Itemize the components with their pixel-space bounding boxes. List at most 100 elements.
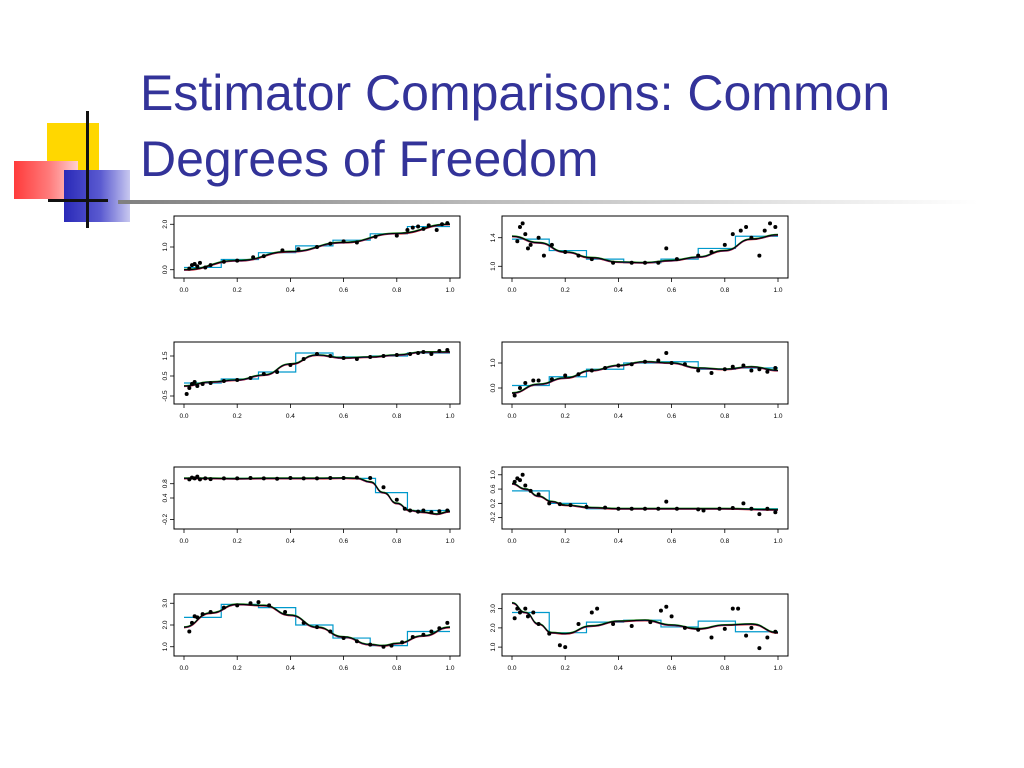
- data-point: [568, 503, 573, 508]
- data-point: [528, 242, 533, 247]
- data-point: [523, 232, 528, 237]
- data-point: [722, 242, 727, 247]
- plot-frame: [501, 341, 789, 405]
- data-point: [523, 381, 528, 385]
- data-point: [341, 356, 346, 360]
- y-tick-label: -0.2: [490, 512, 497, 524]
- data-point: [722, 367, 727, 372]
- data-point: [341, 636, 346, 641]
- data-point: [368, 476, 373, 480]
- data-point: [664, 499, 669, 504]
- y-tick-label: 1.0: [490, 642, 497, 651]
- y-tick-label: 0.2: [490, 498, 497, 507]
- x-tick-label: 1.0: [445, 538, 454, 545]
- data-point: [563, 645, 568, 650]
- x-tick-label: 0.0: [179, 413, 188, 420]
- data-point: [421, 350, 426, 354]
- data-point: [184, 392, 189, 396]
- data-point: [531, 610, 536, 615]
- data-point: [208, 263, 213, 268]
- y-tick-label: 3.0: [162, 598, 169, 607]
- data-point: [301, 476, 306, 481]
- data-point: [576, 372, 581, 377]
- x-tick-label: 0.0: [179, 538, 188, 545]
- decor-vertical-line: [86, 111, 89, 228]
- x-tick-label: 0.6: [339, 413, 348, 420]
- slide-title-line-2: Degrees of Freedom: [140, 131, 599, 187]
- data-point: [549, 242, 554, 247]
- data-point: [408, 508, 413, 513]
- data-point: [400, 640, 405, 645]
- data-point: [328, 354, 333, 358]
- x-tick-label: 0.2: [561, 413, 570, 420]
- chart-panel-5: 0.0 0.2 0.4 0.6 0.8 1.0 -0.2 0.4 0.8: [162, 466, 461, 545]
- data-point: [589, 368, 594, 373]
- data-point: [445, 508, 450, 513]
- plot-frame: [173, 341, 461, 405]
- data-point: [669, 614, 674, 619]
- x-tick-label: 0.0: [507, 287, 516, 294]
- data-point: [557, 502, 562, 507]
- estimate-blue-curve: [511, 234, 779, 264]
- data-point: [426, 223, 431, 228]
- data-point: [315, 245, 319, 249]
- data-point: [416, 351, 421, 355]
- data-point: [354, 357, 359, 361]
- data-point: [410, 634, 415, 639]
- data-point: [656, 506, 661, 511]
- y-tick-label: 0.8: [162, 479, 169, 488]
- data-point: [520, 221, 525, 226]
- data-point: [381, 644, 386, 649]
- x-tick-label: 0.6: [667, 287, 676, 294]
- data-point: [768, 221, 773, 226]
- data-point: [549, 377, 554, 382]
- step-estimate-line: [184, 477, 450, 512]
- data-point: [381, 485, 386, 490]
- data-point: [373, 234, 378, 239]
- data-point: [523, 483, 528, 488]
- data-point: [696, 507, 701, 512]
- data-point: [416, 509, 421, 514]
- slide-title: Estimator Comparisons: Common Degrees of…: [140, 60, 1010, 192]
- data-point: [773, 366, 778, 370]
- x-tick-label: 1.0: [773, 665, 782, 672]
- data-point: [757, 253, 762, 258]
- y-tick-label: 0.0: [490, 383, 497, 392]
- estimate-red-curve: [511, 234, 779, 264]
- data-point: [629, 623, 634, 628]
- data-point: [328, 241, 333, 246]
- data-point: [765, 369, 770, 374]
- data-point: [189, 620, 194, 625]
- data-point: [195, 264, 200, 269]
- y-tick-label: 2.0: [162, 620, 169, 629]
- data-point: [315, 625, 319, 630]
- data-point: [341, 239, 346, 244]
- data-point: [682, 625, 687, 630]
- data-point: [589, 257, 594, 262]
- data-point: [576, 622, 581, 627]
- data-point: [328, 629, 333, 634]
- data-point: [283, 609, 288, 614]
- x-tick-label: 0.2: [233, 665, 242, 672]
- data-point: [248, 476, 253, 480]
- data-point: [389, 643, 394, 648]
- data-point: [523, 606, 528, 611]
- data-point: [656, 260, 661, 265]
- data-point: [261, 372, 266, 376]
- data-point: [315, 476, 319, 481]
- data-point: [603, 366, 608, 370]
- estimate-green-curve: [511, 482, 779, 510]
- data-point: [192, 380, 197, 384]
- data-point: [757, 512, 762, 517]
- plot-frame: [173, 466, 461, 530]
- data-point: [669, 361, 674, 365]
- data-point: [730, 364, 735, 369]
- data-point: [557, 643, 562, 648]
- data-point: [563, 250, 568, 254]
- data-point: [402, 506, 407, 511]
- data-point: [408, 352, 413, 356]
- data-point: [525, 246, 530, 251]
- data-point: [656, 358, 661, 363]
- data-point: [730, 606, 735, 611]
